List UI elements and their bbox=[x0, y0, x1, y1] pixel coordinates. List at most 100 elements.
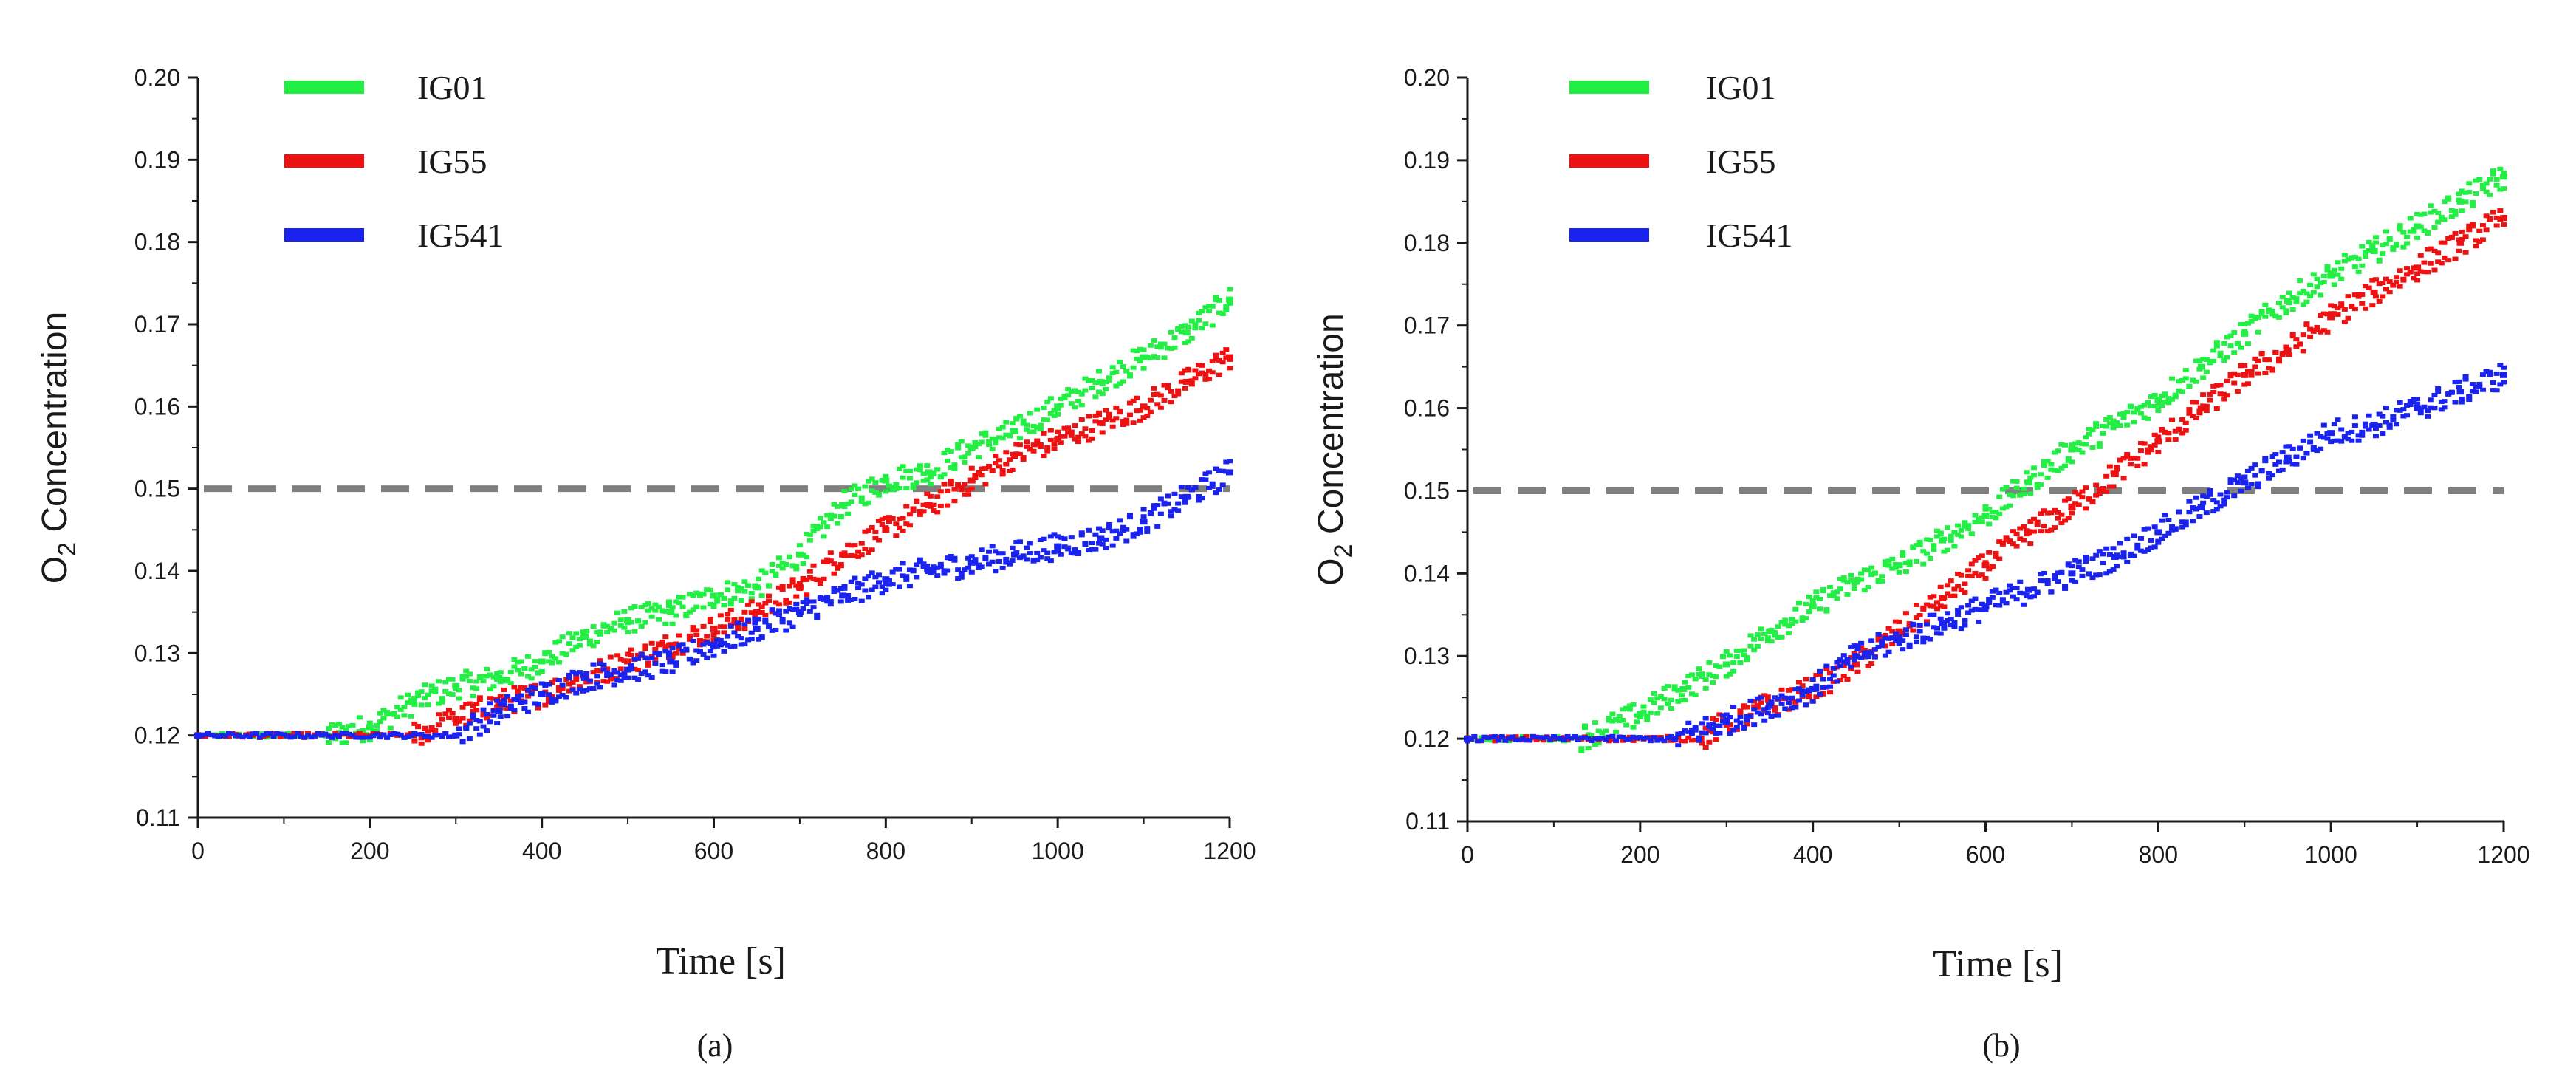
data-marker bbox=[2469, 203, 2476, 208]
data-marker bbox=[212, 733, 219, 739]
data-marker bbox=[1754, 710, 1761, 715]
data-marker bbox=[1730, 704, 1737, 709]
data-marker bbox=[617, 678, 624, 683]
data-marker bbox=[2058, 512, 2065, 517]
data-marker bbox=[225, 731, 232, 736]
data-marker bbox=[1140, 415, 1147, 420]
data-marker bbox=[480, 709, 487, 714]
data-marker bbox=[645, 656, 652, 661]
data-marker bbox=[2124, 451, 2131, 456]
data-marker bbox=[1113, 536, 1120, 541]
data-marker bbox=[1675, 731, 1682, 736]
data-marker bbox=[1965, 526, 1972, 531]
data-marker bbox=[1744, 657, 1750, 663]
data-marker bbox=[2394, 422, 2400, 427]
data-marker bbox=[1913, 559, 1919, 564]
data-marker bbox=[566, 682, 572, 687]
data-marker bbox=[1575, 737, 1581, 742]
data-marker bbox=[250, 731, 256, 736]
y-tick-label: 0.13 bbox=[1404, 643, 1450, 669]
data-marker bbox=[2176, 379, 2182, 384]
data-marker bbox=[1120, 528, 1126, 533]
data-marker bbox=[291, 731, 298, 736]
data-marker bbox=[979, 431, 985, 437]
data-marker bbox=[741, 622, 748, 627]
data-marker bbox=[473, 702, 480, 707]
data-marker bbox=[662, 609, 669, 614]
data-marker bbox=[2331, 422, 2337, 427]
data-marker bbox=[2459, 188, 2465, 194]
data-marker bbox=[879, 478, 886, 483]
data-marker bbox=[2244, 485, 2251, 490]
data-marker bbox=[920, 478, 927, 483]
data-marker bbox=[2376, 281, 2383, 287]
data-marker bbox=[442, 688, 449, 694]
data-marker bbox=[1840, 653, 1847, 658]
data-marker bbox=[786, 584, 792, 589]
data-marker bbox=[1582, 735, 1589, 740]
data-marker bbox=[1868, 572, 1875, 578]
data-marker bbox=[1116, 518, 1123, 523]
data-marker bbox=[2100, 561, 2106, 566]
data-marker bbox=[2421, 211, 2428, 216]
data-marker bbox=[2456, 385, 2462, 390]
data-marker bbox=[979, 473, 985, 478]
data-marker bbox=[2044, 459, 2051, 464]
data-marker bbox=[1720, 719, 1727, 724]
data-marker bbox=[2224, 335, 2230, 340]
data-marker bbox=[2193, 400, 2199, 405]
data-marker bbox=[903, 468, 910, 473]
data-marker bbox=[831, 586, 837, 591]
data-marker bbox=[1778, 693, 1785, 698]
data-marker bbox=[1962, 524, 1968, 530]
data-marker bbox=[428, 688, 435, 694]
y-tick-label: 0.20 bbox=[1404, 64, 1450, 91]
data-marker bbox=[2027, 491, 2034, 496]
data-marker bbox=[655, 652, 662, 657]
data-marker bbox=[1706, 660, 1713, 665]
data-marker bbox=[1130, 348, 1137, 353]
data-marker bbox=[366, 735, 373, 740]
data-marker bbox=[1844, 657, 1851, 662]
data-marker bbox=[2086, 571, 2092, 576]
data-marker bbox=[2293, 344, 2300, 349]
data-marker bbox=[2131, 420, 2137, 425]
data-marker bbox=[1471, 737, 1478, 742]
data-marker bbox=[625, 668, 631, 673]
data-marker bbox=[1785, 700, 1792, 705]
data-marker bbox=[827, 558, 834, 564]
data-marker bbox=[748, 610, 755, 615]
x-tick-label: 0 bbox=[1461, 841, 1474, 868]
data-marker bbox=[876, 572, 883, 578]
data-marker bbox=[1047, 396, 1054, 401]
data-marker bbox=[2456, 197, 2462, 202]
data-marker bbox=[642, 603, 648, 608]
data-marker bbox=[2224, 378, 2230, 383]
data-marker bbox=[2497, 363, 2504, 368]
data-marker bbox=[2425, 247, 2431, 252]
data-marker bbox=[1068, 551, 1075, 556]
data-marker bbox=[1678, 698, 1685, 703]
data-marker bbox=[1685, 735, 1692, 740]
data-marker bbox=[1113, 405, 1120, 410]
data-marker bbox=[814, 524, 821, 529]
data-marker bbox=[380, 716, 387, 721]
data-marker bbox=[233, 733, 239, 739]
data-marker bbox=[920, 502, 927, 507]
data-marker bbox=[1920, 561, 1927, 567]
data-marker bbox=[1737, 711, 1744, 716]
data-marker bbox=[1692, 725, 1699, 730]
data-marker bbox=[2359, 301, 2366, 306]
data-marker bbox=[1871, 647, 1878, 652]
data-marker bbox=[2289, 307, 2296, 312]
data-marker bbox=[693, 628, 700, 633]
data-marker bbox=[1498, 734, 1505, 739]
data-marker bbox=[1744, 714, 1750, 719]
data-marker bbox=[2289, 295, 2296, 300]
data-marker bbox=[696, 643, 703, 648]
data-marker bbox=[1034, 425, 1041, 431]
data-marker bbox=[2414, 397, 2421, 402]
data-marker bbox=[731, 620, 738, 626]
data-marker bbox=[652, 602, 659, 607]
data-marker bbox=[391, 731, 397, 736]
